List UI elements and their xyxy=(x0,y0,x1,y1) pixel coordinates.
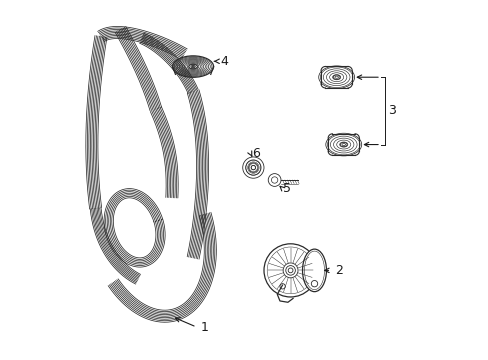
Text: 4: 4 xyxy=(220,55,228,68)
Ellipse shape xyxy=(302,249,326,292)
Text: 2: 2 xyxy=(334,264,342,277)
Text: 1: 1 xyxy=(200,321,207,334)
Text: 3: 3 xyxy=(387,104,395,117)
Text: 5: 5 xyxy=(282,183,290,195)
Text: 6: 6 xyxy=(252,147,260,160)
